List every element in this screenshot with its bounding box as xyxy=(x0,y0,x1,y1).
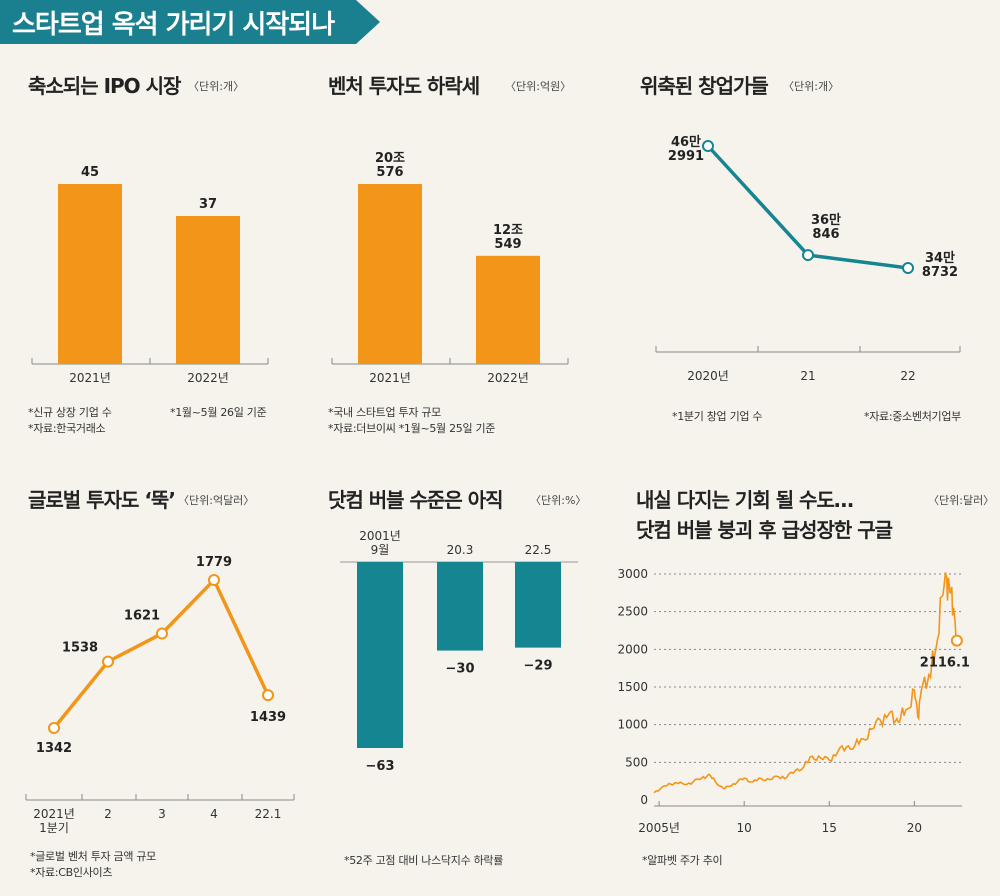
p1-x-tick-label: 2022년 xyxy=(187,371,229,385)
panel2-note-2: *자료:더브이씨 *1월~5월 25일 기준 xyxy=(328,422,496,435)
panel3-title: 위축된 창업가들 xyxy=(640,74,769,98)
panel2-title: 벤처 투자도 하락세 xyxy=(328,74,480,98)
p5-category-label: 2001년 xyxy=(359,529,401,543)
panel6-title-line1: 내실 다지는 기회 될 수도… xyxy=(636,488,854,512)
banner xyxy=(0,0,380,44)
p1-bar-label: 37 xyxy=(199,197,217,212)
p2-bar xyxy=(476,255,540,364)
panel5-note-1: *52주 고점 대비 나스닥지수 하락률 xyxy=(344,854,504,867)
p5-bar-label: −63 xyxy=(366,759,395,774)
p6-y-tick-label: 0 xyxy=(640,793,648,807)
panel5-unit: 〈단위:%〉 xyxy=(530,494,587,507)
p6-x-tick-label: 2005년 xyxy=(638,821,680,835)
panel6-unit: 〈단위:달러〉 xyxy=(928,494,995,507)
p5-category-label: 9월 xyxy=(371,543,390,557)
p6-end-point xyxy=(950,634,963,647)
p6-end-label: 2116.1 xyxy=(920,656,970,671)
p4-point-label: 1779 xyxy=(196,555,232,570)
p3-point-label: 36만 xyxy=(811,212,841,228)
panel1-unit: 〈단위:개〉 xyxy=(188,80,245,93)
p6-y-tick-label: 2000 xyxy=(617,642,648,656)
p4-point-label: 1621 xyxy=(124,609,160,624)
p4-point xyxy=(208,574,220,586)
p5-bar xyxy=(437,562,483,651)
p3-point-label: 8732 xyxy=(922,265,958,280)
p6-y-tick-label: 1000 xyxy=(617,718,648,732)
panel1-title: 축소되는 IPO 시장 xyxy=(28,74,181,98)
p1-bar xyxy=(176,216,240,364)
p4-x-tick-sublabel: 1분기 xyxy=(39,821,69,835)
panel6-note-1: *알파벳 주가 추이 xyxy=(642,854,723,867)
banner-title: 스타트업 옥석 가리기 시작되나 xyxy=(12,10,335,40)
p5-category-label: 22.5 xyxy=(525,543,552,557)
p3-x-tick-label: 22 xyxy=(900,369,915,383)
p4-point-label: 1342 xyxy=(36,741,72,756)
p4-x-tick-label: 4 xyxy=(210,807,218,821)
p2-bar-label: 549 xyxy=(494,237,521,252)
p6-y-tick-label: 1500 xyxy=(617,680,648,694)
p3-x-tick-label: 2020년 xyxy=(687,369,729,383)
p4-point xyxy=(262,689,274,702)
panel3-note-2: *자료:중소벤처기업부 xyxy=(864,410,961,423)
panel4-note-2: *자료:CB인사이츠 xyxy=(30,866,113,879)
p4-x-tick-label: 3 xyxy=(158,807,166,821)
p3-point xyxy=(802,249,814,262)
panel2-unit: 〈단위:억원〉 xyxy=(505,80,572,93)
p4-point xyxy=(102,655,114,668)
p6-x-tick-label: 20 xyxy=(907,821,922,835)
p5-bar-label: −30 xyxy=(446,662,475,677)
p3-point xyxy=(702,140,714,152)
p6-y-tick-label: 2500 xyxy=(617,605,648,619)
p1-x-tick-label: 2021년 xyxy=(69,371,111,385)
p3-point xyxy=(902,262,914,274)
panel4-note-1: *글로벌 벤처 투자 금액 규모 xyxy=(30,850,157,863)
p4-point xyxy=(48,722,60,734)
p3-point-label: 46만 xyxy=(671,134,701,150)
p6-x-tick-label: 10 xyxy=(737,821,752,835)
p4-point-label: 1538 xyxy=(62,641,98,656)
p2-bar xyxy=(358,184,422,364)
p2-bar-label: 576 xyxy=(376,165,403,180)
p3-point-label: 2991 xyxy=(668,149,704,164)
p1-bar-label: 45 xyxy=(81,165,99,180)
panel3-unit: 〈단위:개〉 xyxy=(783,80,840,93)
p2-x-tick-label: 2021년 xyxy=(369,371,411,385)
panel4-title: 글로벌 투자도 ‘뚝’ xyxy=(28,488,176,512)
p3-point-label: 846 xyxy=(812,227,839,242)
panel5-title: 닷컴 버블 수준은 아직 xyxy=(328,488,503,512)
p6-x-tick-label: 15 xyxy=(822,821,837,835)
p6-y-tick-label: 3000 xyxy=(617,567,648,581)
panel3-note-1: *1분기 창업 기업 수 xyxy=(672,410,763,423)
p4-x-tick-label: 22.1 xyxy=(255,807,282,821)
p4-x-tick-label: 2 xyxy=(104,807,112,821)
p2-bar-label: 20조 xyxy=(375,151,405,166)
banner-shape xyxy=(0,0,380,44)
p5-bar xyxy=(357,562,403,748)
p3-x-tick-label: 21 xyxy=(800,369,815,383)
p2-bar-label: 12조 xyxy=(493,223,523,238)
panel6-title-line2: 닷컴 버블 붕괴 후 급성장한 구글 xyxy=(636,518,893,542)
p6-y-tick-label: 500 xyxy=(625,755,648,769)
p4-point-label: 1439 xyxy=(250,710,286,725)
panel4-unit: 〈단위:억달러〉 xyxy=(178,494,255,507)
p4-point xyxy=(156,627,168,640)
p5-bar-label: −29 xyxy=(524,659,553,674)
p1-bar xyxy=(58,184,122,364)
p3-point-label: 34만 xyxy=(925,250,955,266)
panel1-note-2: *1월~5월 26일 기준 xyxy=(170,406,267,419)
p5-category-label: 20.3 xyxy=(447,543,474,557)
panel2-note-1: *국내 스타트업 투자 규모 xyxy=(328,406,441,419)
p4-x-tick-label: 2021년 xyxy=(33,807,75,821)
p6-series-line xyxy=(653,572,958,794)
panel1-note-3: *자료:한국거래소 xyxy=(28,422,106,435)
p5-bar xyxy=(515,562,561,648)
panel1-note-1: *신규 상장 기업 수 xyxy=(28,406,112,419)
p2-x-tick-label: 2022년 xyxy=(487,371,529,385)
